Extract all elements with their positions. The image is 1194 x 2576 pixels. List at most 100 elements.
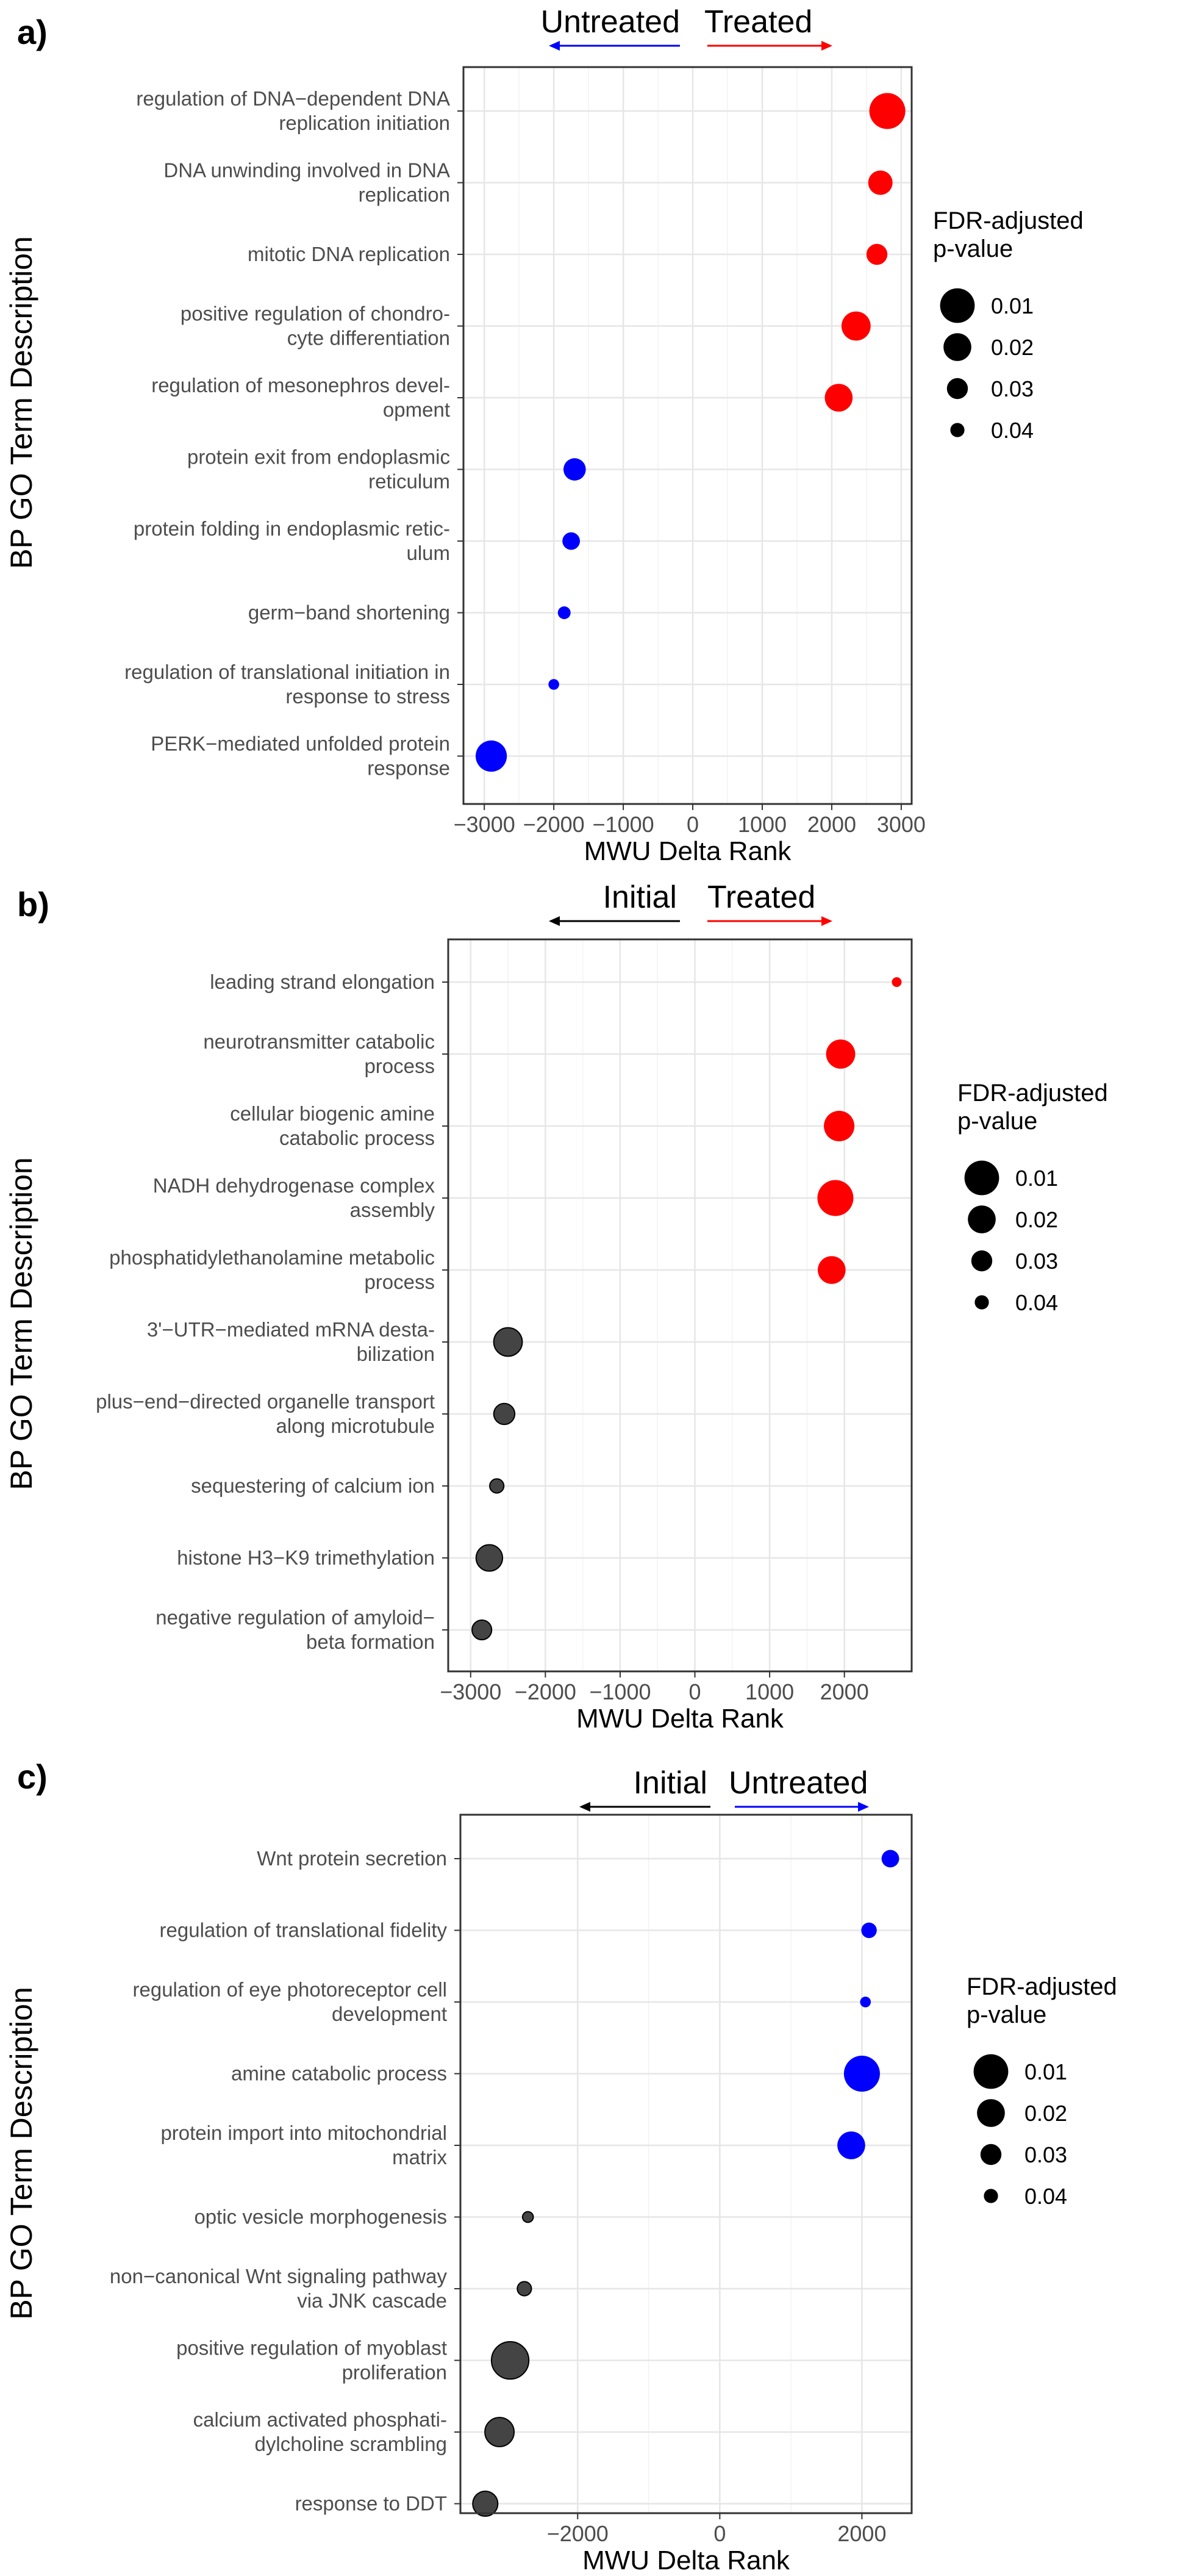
x-tick-label: 1000 [745,1679,794,1704]
term-label: leading strand elongation [210,970,435,993]
data-point [557,606,571,619]
y-axis-title: BP GO Term Description [4,1157,38,1490]
direction-left-label: Initial [634,1765,707,1801]
data-point [869,93,906,129]
term-label: 3'−UTR−mediated mRNA desta- [147,1318,435,1341]
data-point [861,1922,877,1939]
legend-key-dot [974,1295,989,1310]
x-tick-label: 0 [687,812,699,837]
legend-key-dot [968,1205,996,1233]
x-tick-label: −1000 [593,812,654,837]
y-axis-title: BP GO Term Description [4,1987,38,2320]
term-label: Wnt protein secretion [257,1847,447,1870]
term-label: cyte differentiation [287,327,450,350]
direction-right-label: Untreated [729,1765,868,1801]
dot-plot-c: Wnt protein secretion regulation of trans… [4,1765,1117,2575]
term-label: protein import into mitochondrial [160,2122,447,2144]
legend-label: 0.02 [1015,1207,1058,1232]
term-label: positive regulation of chondro- [181,303,450,325]
direction-right-arrowhead [821,916,832,926]
plot-background [460,1815,912,2513]
panel-label: b) [17,885,49,924]
panel-label: a) [17,13,48,51]
data-point [471,1619,493,1641]
term-label: regulation of mesonephros devel- [151,374,450,396]
x-tick-label: 3000 [877,812,926,837]
x-tick-label: 1000 [738,812,787,837]
term-label: opment [383,398,450,421]
term-label: mitotic DNA replication [248,243,450,265]
x-tick-label: 2000 [820,1679,869,1704]
data-point [843,2055,880,2092]
term-label: replication [359,184,450,206]
x-tick-label: 2000 [837,2521,886,2546]
term-label: via JNK cascade [297,2289,447,2312]
dot-plot-a: regulation of DNA−dependent DNAreplicati… [4,4,1084,866]
x-axis-title: MWU Delta Rank [582,2546,790,2573]
data-point [837,2131,865,2159]
legend-title: p-value [933,235,1013,262]
term-label: development [332,2003,447,2025]
term-label: calcium activated phosphati- [193,2408,447,2431]
legend-label: 0.01 [991,293,1034,318]
term-label: matrix [392,2146,447,2169]
legend-label: 0.04 [1024,2184,1067,2209]
legend-title: p-value [967,2001,1046,2028]
data-point [490,2341,530,2380]
legend-key-dot [964,1160,999,1196]
panel-c: c) Wnt protein secretion regulation of tr… [0,1738,1194,2575]
data-point [824,1110,855,1142]
data-point [866,243,888,265]
data-point [860,1997,871,2007]
legend-title: FDR-adjusted [933,207,1084,234]
legend-label: 0.02 [1024,2101,1067,2126]
x-axis-title: MWU Delta Rank [584,836,792,860]
term-label: replication initiation [279,112,450,134]
term-label: amine catabolic process [231,2062,447,2085]
term-label: negative regulation of amyloid− [156,1606,435,1629]
data-point [817,1180,854,1216]
term-label: regulation of translational fidelity [160,1919,448,1942]
x-tick-label: −2000 [515,1679,576,1704]
data-point [517,2281,532,2297]
direction-right-arrowhead [821,41,832,51]
direction-left-label: Untreated [541,4,680,40]
x-tick-label: −3000 [440,1679,501,1704]
legend-title: FDR-adjusted [967,1973,1117,2000]
data-point [493,1327,523,1357]
legend-key-dot [980,2144,1002,2165]
term-label: along microtubule [276,1415,435,1437]
plot-frame [459,1814,913,2514]
legend-label: 0.02 [991,335,1034,360]
term-label: beta formation [306,1631,435,1653]
term-label: regulation of DNA−dependent DNA [136,87,450,110]
term-label: DNA unwinding involved in DNA [163,159,450,182]
x-tick-label: 0 [713,2521,726,2546]
legend-key-dot [971,1250,993,1272]
legend-key-dot [984,2189,998,2203]
term-label: proliferation [342,2361,447,2384]
term-label: bilization [357,1343,435,1365]
legend-label: 0.03 [1015,1249,1058,1274]
data-point [475,740,507,772]
data-point [562,532,581,550]
direction-left-arrowhead [579,1802,590,1812]
plot-background [463,67,912,804]
panel-b: b) leading strand elongation neurotransmi… [0,860,1194,1738]
term-label: optic vesicle morphogenesis [194,2206,447,2228]
term-label: cellular biogenic amine [230,1102,435,1125]
term-label: sequestering of calcium ion [191,1474,435,1497]
data-point [521,2211,534,2223]
data-point [892,977,902,987]
data-point [826,1039,856,1069]
plot-frame [462,66,913,805]
direction-left-arrowhead [549,41,560,51]
term-label: reticulum [368,470,450,493]
legend-label: 0.01 [1015,1166,1058,1191]
term-label: phosphatidylethanolamine metabolic [109,1246,435,1269]
term-label: regulation of translational initiation i… [124,661,450,683]
legend-label: 0.03 [991,376,1034,401]
term-label: NADH dehydrogenase complex [153,1174,435,1197]
term-label: non−canonical Wnt signaling pathway [110,2265,448,2287]
term-label: germ−band shortening [248,601,450,624]
